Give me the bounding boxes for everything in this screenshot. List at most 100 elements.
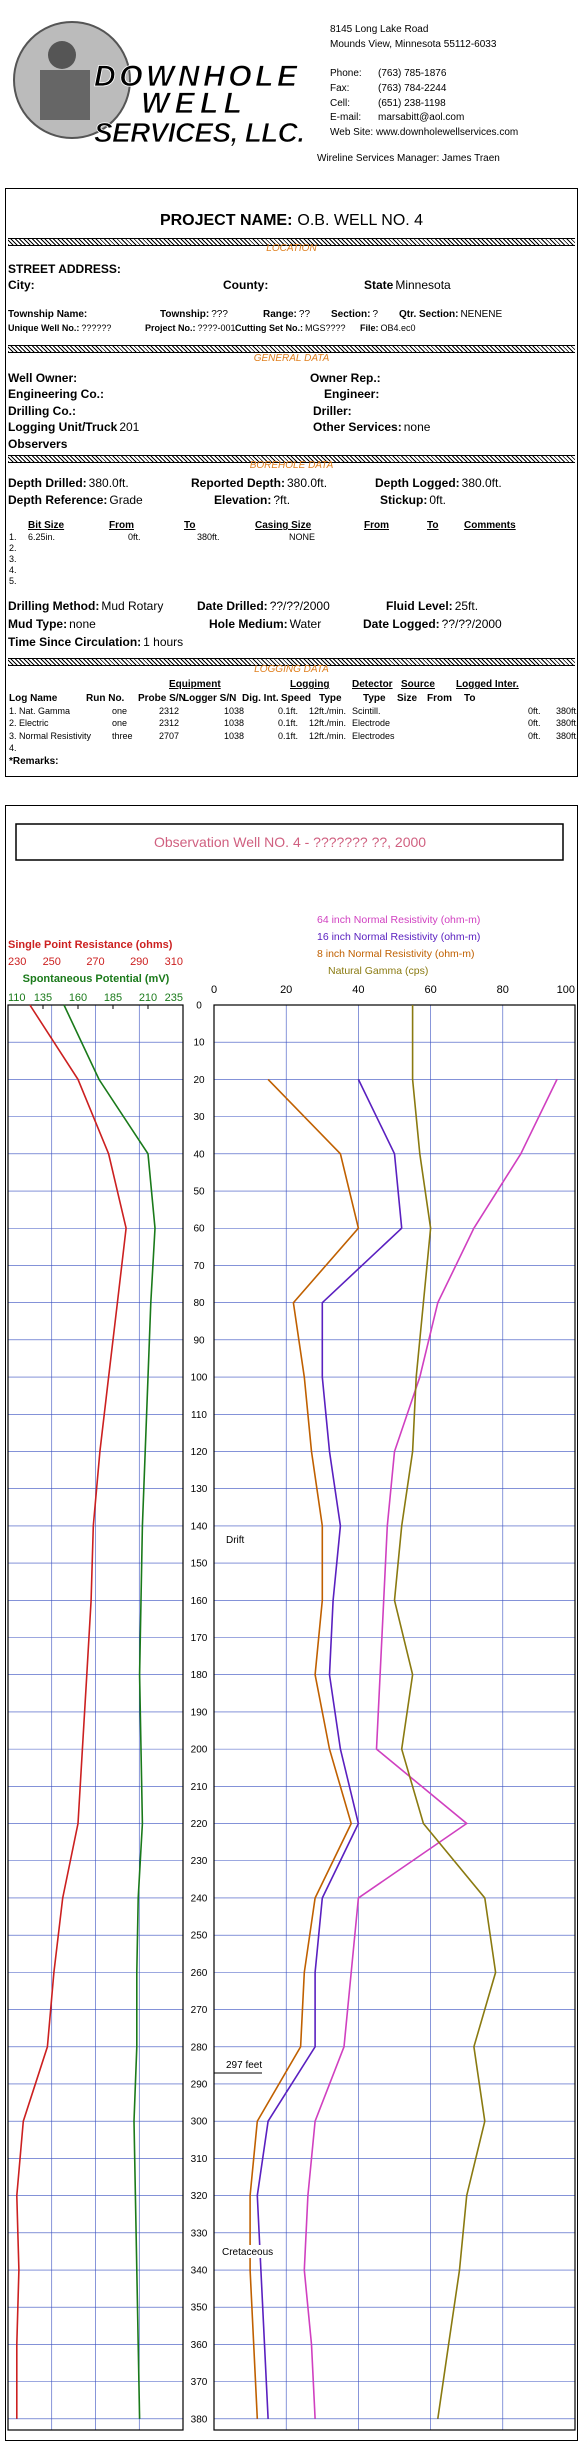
field-label: Time Since Circulation: bbox=[8, 635, 142, 649]
contact-value: (651) 238-1198 bbox=[378, 98, 446, 109]
table-header: Speed bbox=[281, 693, 312, 704]
project-name: PROJECT NAME: O.B. WELL NO. 4 bbox=[0, 212, 583, 230]
field-label: Section: bbox=[331, 309, 371, 320]
x-tick-label: 110 bbox=[8, 992, 26, 1004]
field-label: Mud Type: bbox=[8, 617, 68, 631]
depth-label: 60 bbox=[193, 1224, 205, 1235]
field-value: 380.0ft. bbox=[287, 476, 328, 490]
log-box bbox=[5, 805, 578, 2441]
table-cell: 0.1ft. bbox=[278, 718, 299, 728]
table-header: To bbox=[427, 520, 439, 531]
field-label: Depth Reference: bbox=[8, 493, 108, 507]
contact-label: Cell: bbox=[330, 98, 351, 109]
depth-label: 300 bbox=[191, 2117, 208, 2128]
form-box bbox=[5, 188, 578, 777]
table-cell: 4. bbox=[9, 565, 17, 575]
depth-label: 360 bbox=[191, 2340, 208, 2351]
depth-label: 260 bbox=[191, 1968, 208, 1979]
table-cell: Electrode bbox=[352, 718, 391, 728]
field-label: Other Services: bbox=[313, 420, 402, 434]
table-cell: one bbox=[112, 718, 128, 728]
table-cell: 380ft. bbox=[556, 706, 579, 716]
field: Depth Logged: 380.0ft. bbox=[375, 476, 502, 490]
table-cell: 3. bbox=[9, 554, 17, 564]
table-cell: 12ft./min. bbox=[309, 706, 347, 716]
table-header: To bbox=[464, 693, 476, 704]
table-cell: 12ft./min. bbox=[309, 731, 347, 741]
depth-label: 340 bbox=[191, 2266, 208, 2277]
field-value: OB4.ec0 bbox=[380, 323, 416, 333]
field-value: ?????? bbox=[81, 323, 112, 333]
depth-label: 320 bbox=[191, 2191, 208, 2202]
depth-label: 380 bbox=[191, 2414, 208, 2425]
table-cell: 380ft. bbox=[556, 718, 579, 728]
log-curve bbox=[393, 1005, 497, 2419]
field-label: Stickup: bbox=[380, 493, 428, 507]
annotation: Cretaceous bbox=[222, 2247, 273, 2258]
field-value: ??? bbox=[211, 309, 228, 320]
field-value: 201 bbox=[119, 420, 140, 434]
depth-label: 270 bbox=[191, 2005, 208, 2016]
table-header: Run No. bbox=[86, 693, 125, 704]
field-value: 25ft. bbox=[454, 599, 479, 613]
table-group: Detector bbox=[352, 679, 393, 690]
depth-label: 90 bbox=[193, 1335, 205, 1346]
table-group: Logging bbox=[290, 679, 330, 690]
field-label: Engineering Co.: bbox=[8, 387, 104, 401]
field-label: Engineer: bbox=[324, 387, 380, 401]
field-label: Owner Rep.: bbox=[310, 371, 381, 385]
depth-label: 150 bbox=[191, 1559, 208, 1570]
table-cell: 380ft. bbox=[197, 532, 220, 542]
depth-label: 100 bbox=[191, 1373, 208, 1384]
depth-label: 40 bbox=[193, 1149, 205, 1160]
depth-label: 210 bbox=[191, 1782, 208, 1793]
contact-label: Phone: bbox=[330, 68, 362, 79]
legend-entry: Single Point Resistance (ohms) bbox=[8, 939, 173, 951]
table-cell: 2312 bbox=[159, 718, 180, 728]
legend-entry: 8 inch Normal Resistivity (ohm-m) bbox=[317, 948, 475, 960]
x-tick-label: 310 bbox=[165, 956, 183, 968]
x-tick-label: 135 bbox=[34, 992, 52, 1004]
field: File: OB4.ec0 bbox=[360, 323, 416, 334]
field: Range:?? bbox=[263, 309, 310, 321]
divider bbox=[8, 455, 575, 463]
depth-label: 180 bbox=[191, 1670, 208, 1681]
logo-text: WELL bbox=[141, 87, 242, 120]
field-label: Qtr. Section: bbox=[399, 309, 459, 320]
depth-label: 70 bbox=[193, 1261, 205, 1272]
field: Project No.: ????-001 bbox=[145, 323, 236, 334]
field-label: Township Name: bbox=[8, 309, 88, 320]
depth-label: 350 bbox=[191, 2303, 208, 2314]
address-line: Mounds View, Minnesota 55112-6033 bbox=[330, 39, 497, 50]
field-label: Depth Logged: bbox=[375, 476, 460, 490]
field: Logging Unit/Truck 201 bbox=[8, 420, 139, 434]
depth-label: 120 bbox=[191, 1447, 208, 1458]
field: State Minnesota bbox=[364, 278, 451, 292]
field-label: Date Logged: bbox=[363, 617, 440, 631]
field-value: 1 hours bbox=[143, 635, 184, 649]
table-header: Log Name bbox=[9, 693, 58, 704]
logo-text: SERVICES, LLC. bbox=[94, 117, 305, 148]
field-label: Driller: bbox=[313, 404, 352, 418]
depth-label: 30 bbox=[193, 1112, 205, 1123]
website: Web Site: www.downholewellservices.com bbox=[330, 127, 519, 138]
field-label: Observers bbox=[8, 437, 68, 451]
table-cell: 2312 bbox=[159, 706, 180, 716]
depth-label: 170 bbox=[191, 1633, 208, 1644]
table-cell: 12ft./min. bbox=[309, 718, 347, 728]
contact-value: marsabitt@aol.com bbox=[378, 112, 465, 123]
project-value: O.B. WELL NO. 4 bbox=[297, 212, 424, 229]
field: Township:??? bbox=[160, 309, 228, 321]
field-label: Hole Medium: bbox=[209, 617, 288, 631]
annotation-bg bbox=[224, 1533, 276, 1546]
field: Unique Well No.:?????? bbox=[8, 323, 111, 334]
field: Fluid Level: 25ft. bbox=[386, 599, 478, 613]
remarks: *Remarks: bbox=[9, 756, 59, 767]
depth-label: 220 bbox=[191, 1819, 208, 1830]
field: Depth Drilled: 380.0ft. bbox=[8, 476, 129, 490]
field-value: 0ft. bbox=[429, 493, 447, 507]
table-cell: Scintill. bbox=[352, 706, 381, 716]
track-border bbox=[7, 1004, 184, 2431]
address-line: 8145 Long Lake Road bbox=[330, 24, 429, 35]
